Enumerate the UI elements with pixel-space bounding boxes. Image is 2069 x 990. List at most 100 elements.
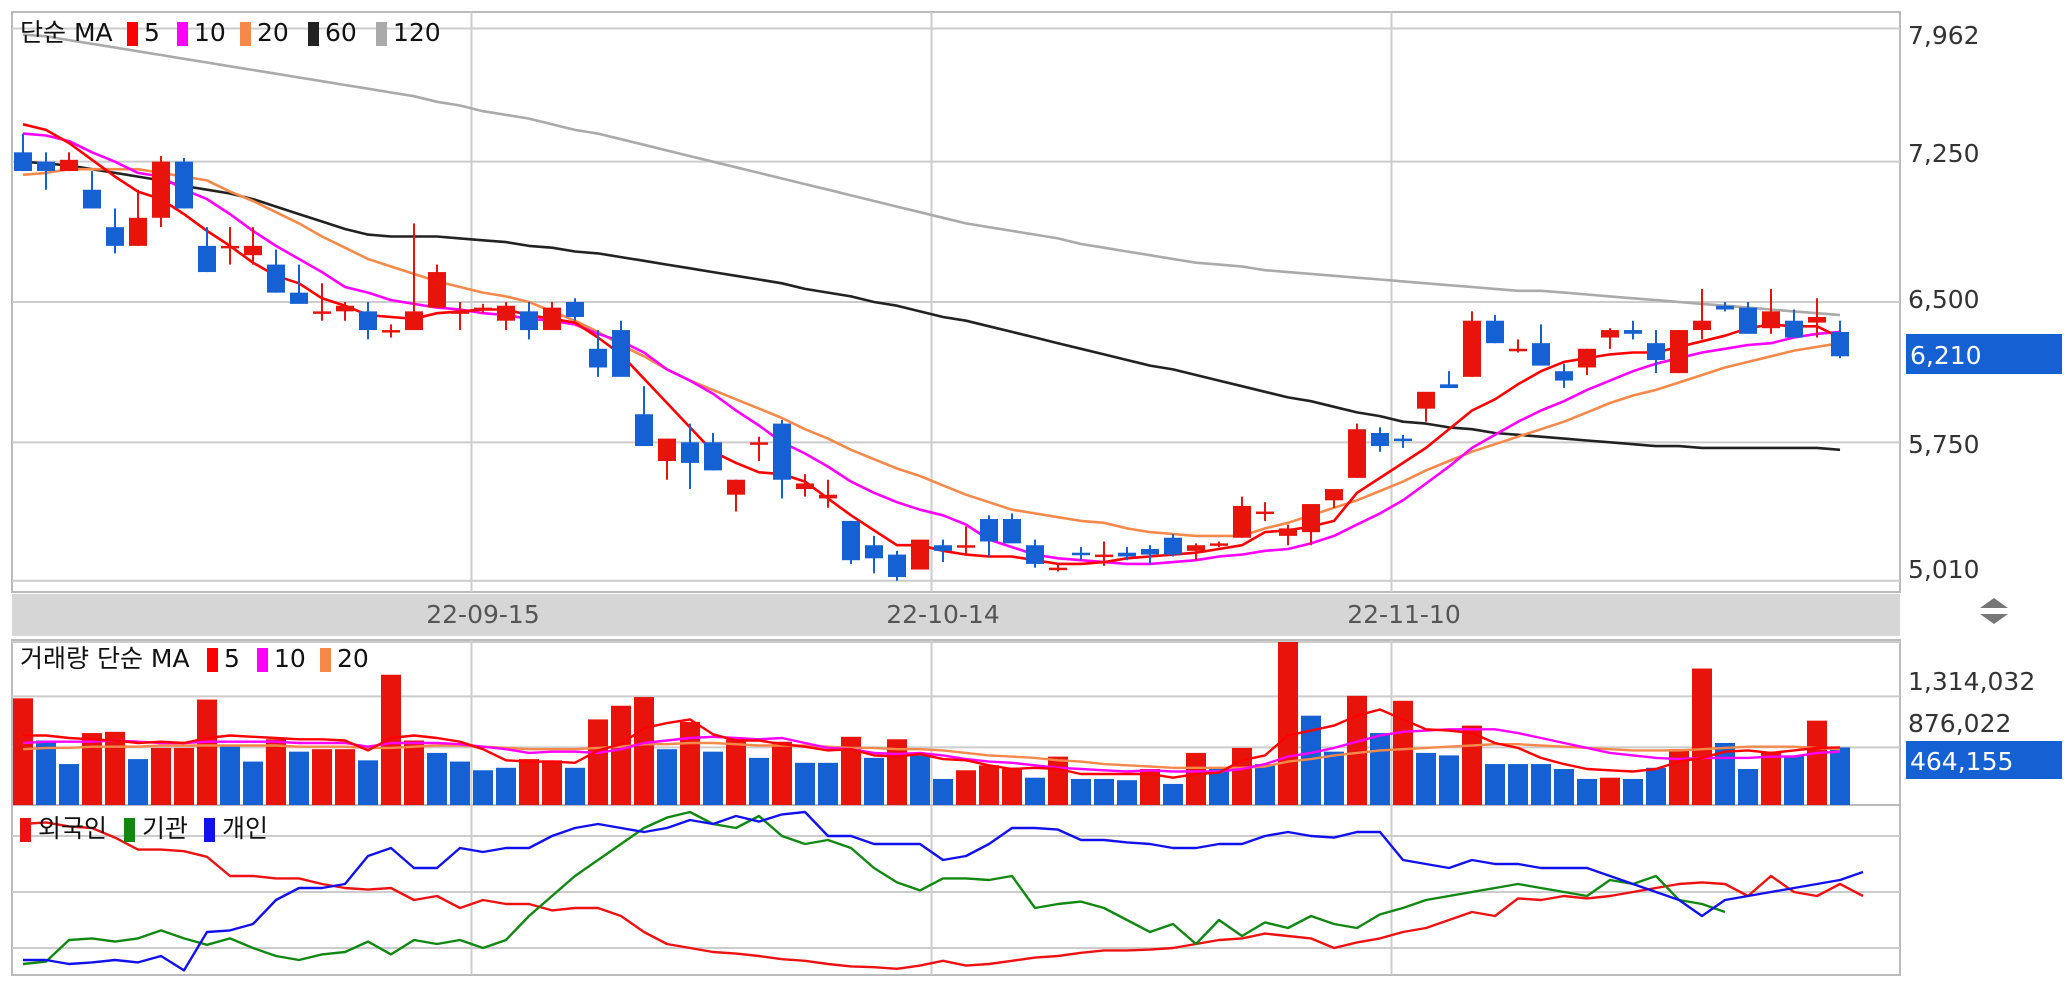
candle[interactable] (1739, 302, 1757, 334)
volume-bar[interactable] (864, 757, 884, 805)
candle[interactable] (750, 436, 768, 462)
candle[interactable] (1003, 513, 1021, 544)
candle[interactable] (60, 152, 78, 172)
candle-body[interactable] (957, 545, 975, 548)
volume-bar[interactable] (220, 745, 240, 805)
volume-bar[interactable] (1646, 767, 1666, 805)
candle-body[interactable] (14, 152, 32, 172)
volume-bar[interactable] (1186, 752, 1206, 805)
candle[interactable] (1463, 311, 1481, 377)
candle[interactable] (1026, 539, 1044, 568)
volume-bar[interactable] (335, 749, 355, 805)
candle-body[interactable] (336, 305, 354, 312)
volume-bar[interactable] (703, 751, 723, 805)
volume-bar[interactable] (1048, 756, 1068, 805)
candle[interactable] (727, 479, 745, 512)
candle-body[interactable] (1348, 429, 1366, 478)
volume-bar[interactable] (1692, 668, 1712, 805)
volume-bar[interactable] (243, 761, 263, 805)
volume-bar[interactable] (1002, 767, 1022, 805)
candle-body[interactable] (1187, 545, 1205, 551)
volume-bar[interactable] (1347, 695, 1367, 805)
volume-bar[interactable] (956, 770, 976, 805)
volume-bar[interactable] (795, 762, 815, 805)
candle[interactable] (1762, 288, 1780, 334)
candle-body[interactable] (1394, 438, 1412, 442)
volume-bar[interactable] (1623, 778, 1643, 805)
volume-bar[interactable] (1163, 783, 1183, 805)
candle[interactable] (911, 539, 929, 570)
candle-body[interactable] (129, 217, 147, 246)
volume-bar[interactable] (1807, 720, 1827, 805)
candle-body[interactable] (1003, 519, 1021, 544)
candle[interactable] (1325, 489, 1343, 508)
volume-bar[interactable] (841, 736, 861, 805)
candle-body[interactable] (750, 442, 768, 445)
candle[interactable] (37, 152, 55, 190)
candle-body[interactable] (1762, 311, 1780, 329)
volume-bar[interactable] (519, 759, 539, 805)
volume-bar[interactable] (1439, 755, 1459, 805)
candle-body[interactable] (382, 330, 400, 333)
volume-bar[interactable] (1370, 733, 1390, 805)
volume-bar[interactable] (1232, 747, 1252, 805)
candle[interactable] (796, 474, 814, 497)
volume-bar[interactable] (1830, 747, 1850, 805)
candle[interactable] (1302, 504, 1320, 546)
volume-bar[interactable] (634, 697, 654, 805)
candle-body[interactable] (83, 189, 101, 209)
candle[interactable] (1831, 320, 1849, 359)
candle[interactable] (359, 302, 377, 340)
volume-bar[interactable] (933, 778, 953, 805)
candle[interactable] (635, 386, 653, 447)
volume-bar[interactable] (381, 674, 401, 805)
candle[interactable] (1348, 423, 1366, 478)
volume-bar[interactable] (1761, 751, 1781, 805)
candle[interactable] (1785, 309, 1803, 338)
volume-bar[interactable] (749, 757, 769, 805)
volume-bar[interactable] (266, 739, 286, 805)
volume-bar[interactable] (1784, 755, 1804, 805)
candle[interactable] (1095, 541, 1113, 566)
candle-body[interactable] (451, 311, 469, 314)
candle-body[interactable] (842, 520, 860, 561)
candle-body[interactable] (152, 161, 170, 218)
candle-body[interactable] (1808, 316, 1826, 323)
volume-bar[interactable] (427, 752, 447, 805)
candle[interactable] (980, 515, 998, 557)
candle-body[interactable] (1095, 554, 1113, 558)
candle-body[interactable] (1532, 343, 1550, 366)
candle-body[interactable] (911, 539, 929, 570)
volume-bar[interactable] (473, 770, 493, 805)
candle-body[interactable] (60, 159, 78, 172)
volume-bar[interactable] (979, 765, 999, 805)
candle-body[interactable] (819, 494, 837, 499)
candle-body[interactable] (1233, 505, 1251, 538)
volume-bar[interactable] (128, 759, 148, 805)
candle[interactable] (175, 157, 193, 209)
candle[interactable] (612, 320, 630, 377)
candle[interactable] (658, 438, 676, 480)
candle[interactable] (198, 227, 216, 273)
volume-bar[interactable] (1094, 778, 1114, 805)
candle[interactable] (1486, 315, 1504, 344)
candle[interactable] (842, 520, 860, 564)
volume-bar[interactable] (565, 767, 585, 805)
candle[interactable] (1233, 496, 1251, 538)
candle-body[interactable] (175, 161, 193, 209)
candle-body[interactable] (773, 423, 791, 480)
volume-bar[interactable] (680, 721, 700, 805)
candle-body[interactable] (1072, 552, 1090, 556)
volume-bar[interactable] (289, 751, 309, 805)
volume-bar[interactable] (82, 733, 102, 805)
up-down-arrows-icon[interactable] (1980, 598, 2008, 624)
candle-body[interactable] (497, 305, 515, 321)
candle[interactable] (382, 324, 400, 338)
candle-body[interactable] (1624, 330, 1642, 334)
candle[interactable] (520, 302, 538, 340)
candle-body[interactable] (1831, 331, 1849, 357)
candle-body[interactable] (589, 348, 607, 368)
volume-bar[interactable] (174, 747, 194, 805)
candle-body[interactable] (658, 438, 676, 462)
candle[interactable] (1440, 371, 1458, 389)
